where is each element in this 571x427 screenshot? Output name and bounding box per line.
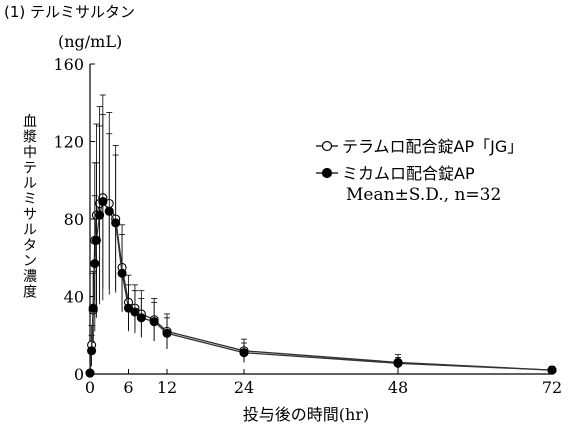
y-axis-label-char: 度 bbox=[23, 285, 37, 301]
data-point bbox=[87, 346, 97, 356]
data-point bbox=[547, 365, 557, 375]
legend-label: テラムロ配合錠AP「JG」 bbox=[342, 137, 523, 156]
legend-marker-filled bbox=[321, 167, 333, 179]
x-tick-label: 6 bbox=[123, 378, 133, 397]
y-axis-label-char: ン bbox=[23, 254, 37, 270]
x-axis-label: 投与後の時間(hr) bbox=[243, 405, 369, 424]
y-tick-label: 40 bbox=[64, 288, 84, 307]
data-point bbox=[162, 328, 172, 338]
y-axis-label-char: ミ bbox=[23, 192, 37, 208]
data-point bbox=[239, 348, 249, 358]
y-tick-label: 160 bbox=[53, 55, 84, 74]
page-title: (1) テルミサルタン bbox=[4, 3, 136, 21]
x-tick-label: 24 bbox=[234, 378, 254, 397]
data-point bbox=[95, 210, 105, 220]
x-tick-label: 12 bbox=[157, 378, 177, 397]
legend-marker-open bbox=[321, 140, 333, 152]
series-line bbox=[89, 200, 553, 374]
y-tick-label: 120 bbox=[53, 133, 84, 152]
data-point bbox=[117, 268, 127, 278]
y-tick-label: 0 bbox=[74, 365, 84, 384]
legend-label: ミカムロ配合錠AP bbox=[342, 164, 475, 183]
x-tick-label: 48 bbox=[388, 378, 408, 397]
series-mikamuro bbox=[85, 113, 557, 378]
data-point bbox=[136, 313, 146, 323]
y-tick-label: 80 bbox=[64, 210, 84, 229]
y-axis-label-char: タ bbox=[23, 238, 37, 254]
y-axis-label-char: 中 bbox=[23, 145, 37, 161]
y-axis-label-char: ル bbox=[23, 223, 37, 239]
data-point bbox=[111, 218, 121, 228]
data-point bbox=[88, 303, 98, 313]
y-axis-label-char: 濃 bbox=[23, 269, 37, 285]
data-point bbox=[98, 197, 108, 207]
x-tick-label: 0 bbox=[85, 378, 95, 397]
data-point bbox=[123, 303, 134, 313]
data-point bbox=[149, 317, 159, 327]
y-axis-unit: (ng/mL) bbox=[58, 32, 122, 51]
y-axis-label-char: サ bbox=[23, 207, 37, 223]
x-tick-label: 72 bbox=[542, 378, 562, 397]
data-point bbox=[104, 206, 114, 216]
data-point bbox=[85, 368, 95, 378]
y-axis-label-char: テ bbox=[23, 161, 37, 177]
data-point bbox=[90, 259, 100, 269]
y-axis-label-char: 血 bbox=[23, 114, 37, 130]
data-point bbox=[393, 358, 403, 368]
series-line bbox=[89, 196, 553, 374]
y-axis-label-char: 漿 bbox=[23, 130, 37, 146]
y-axis-label-char: ル bbox=[23, 176, 37, 192]
data-point bbox=[130, 307, 140, 317]
data-point bbox=[91, 235, 101, 245]
stats-annotation: Mean±S.D., n=32 bbox=[346, 185, 501, 205]
